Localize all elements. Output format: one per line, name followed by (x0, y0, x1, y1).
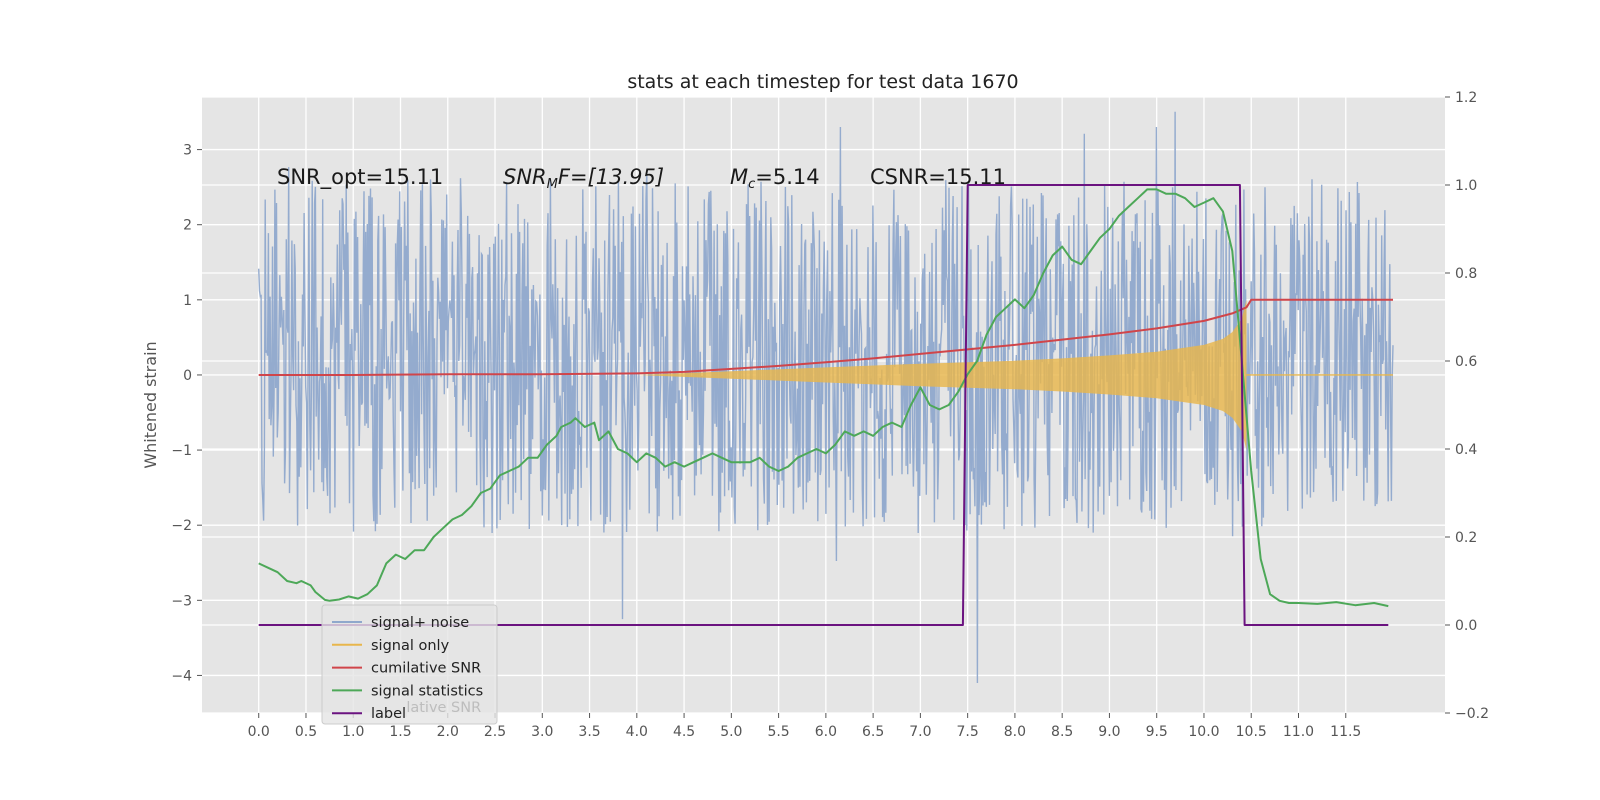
x-tick-label: 9.5 (1146, 724, 1168, 740)
x-tick-label: 11.0 (1283, 724, 1314, 740)
x-tick-label: 2.0 (437, 724, 459, 740)
y-tick-label: 2 (183, 218, 192, 234)
legend-label: cumilative SNR (371, 661, 481, 677)
legend-label: signal only (371, 638, 450, 654)
x-tick-label: 8.0 (1004, 724, 1026, 740)
y2-tick-label: 0.0 (1455, 618, 1477, 634)
x-tick-label: 5.5 (767, 724, 789, 740)
legend-items: signal+ noise signal only cumilative SNR si… (332, 615, 483, 722)
annotation-mc: Mc=5.14 (730, 165, 820, 192)
y2-tick-label: 0.6 (1455, 354, 1477, 370)
y-tick-label: −4 (171, 668, 192, 684)
legend-ghost-mask (370, 699, 407, 717)
series-lines (258, 184, 1393, 626)
x-tick-label: 9.0 (1098, 724, 1120, 740)
y2-tick-label: 0.4 (1455, 442, 1477, 458)
x-tick-label: 7.5 (957, 724, 979, 740)
x-tick-label: 6.5 (862, 724, 884, 740)
annotation-snr-opt: SNR_opt=15.11 (277, 165, 443, 190)
x-tick-label: 7.0 (909, 724, 931, 740)
x-tick-label: 4.5 (673, 724, 695, 740)
x-tick-label: 1.0 (342, 724, 364, 740)
y-tick-label: −3 (171, 593, 192, 609)
y2-tick-label: 1.0 (1455, 178, 1477, 194)
x-tick-label: 8.5 (1051, 724, 1073, 740)
x-tick-label: 3.0 (531, 724, 553, 740)
y2-tick-label: 1.2 (1455, 90, 1477, 106)
signal-only-series (636, 299, 1394, 451)
y-tick-label: −2 (171, 518, 192, 534)
x-tick-label: 3.5 (578, 724, 600, 740)
y-tick-label: 1 (183, 293, 192, 309)
x-tick-label: 1.5 (389, 724, 411, 740)
cumilative-snr-line (258, 298, 1393, 376)
y-tick-label: 3 (183, 143, 192, 159)
x-tick-label: 5.0 (720, 724, 742, 740)
signal-only-envelope (636, 299, 1247, 451)
legend-box (321, 604, 498, 725)
y2-tick-label: −0.2 (1455, 706, 1489, 722)
legend: cumilative SNR signal+ noise signal only c… (321, 604, 498, 725)
x-tick-label: 0.5 (295, 724, 317, 740)
legend-label: signal statistics (371, 683, 483, 699)
x-tick-label: 2.5 (484, 724, 506, 740)
annotation-snr-mf: SNRMF=[13.95] (503, 165, 664, 192)
legend-label: signal+ noise (371, 615, 469, 631)
y-axis-title: Whitened strain (141, 341, 160, 468)
x-tick-label: 0.0 (248, 724, 270, 740)
axis-ticks: 0.0 0.5 1.0 1.5 2.0 2.5 3.0 3.5 4.0 4.5 5.0 5.5 6.0 6… (171, 90, 1489, 740)
y-tick-label: 0 (183, 368, 192, 384)
signal-statistics-line (258, 188, 1389, 608)
y-tick-label: −1 (171, 443, 192, 459)
annotations: SNR_opt=15.11 SNRMF=[13.95] Mc=5.14 CSNR… (277, 165, 1006, 192)
x-tick-label: 10.5 (1236, 724, 1267, 740)
y2-tick-label: 0.2 (1455, 530, 1477, 546)
x-tick-label: 4.0 (626, 724, 648, 740)
x-tick-label: 11.5 (1330, 724, 1361, 740)
x-tick-label: 6.0 (815, 724, 837, 740)
legend-label: label (371, 706, 406, 722)
y2-tick-label: 0.8 (1455, 266, 1477, 282)
annotation-csnr: CSNR=15.11 (870, 165, 1006, 189)
chart-title: stats at each timestep for test data 167… (627, 71, 1018, 93)
label-line (258, 184, 1389, 626)
x-tick-label: 10.0 (1188, 724, 1219, 740)
